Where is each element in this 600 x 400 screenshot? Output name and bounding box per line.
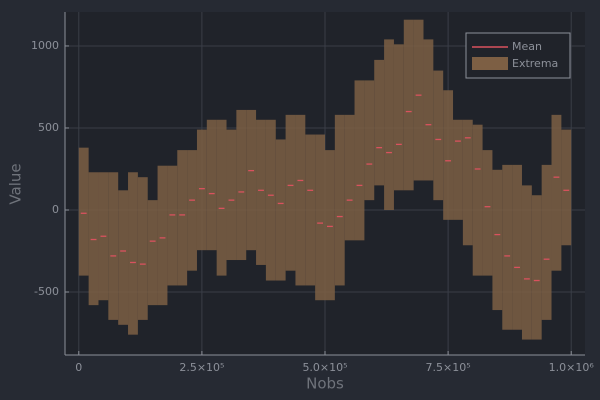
extrema-bar — [512, 164, 522, 330]
extrema-bar — [167, 165, 178, 286]
extrema-bar — [236, 109, 247, 261]
extrema-bar — [108, 172, 119, 320]
extrema-bar — [334, 114, 345, 286]
extrema-bar — [364, 80, 375, 201]
extrema-bar — [285, 114, 296, 271]
legend-label: Extrema — [512, 57, 558, 70]
extrema-bar — [226, 129, 237, 261]
extrema-bar — [482, 150, 493, 276]
x-tick-label: 2.5×10⁵ — [179, 361, 224, 374]
extrema-bar — [472, 124, 483, 276]
legend-box — [465, 32, 571, 79]
extrema-bar — [374, 59, 385, 186]
extrema-bar — [216, 119, 227, 276]
x-tick-label: 7.5×10⁵ — [426, 361, 471, 374]
y-tick-label: -500 — [34, 285, 59, 298]
extrema-bar — [88, 172, 99, 306]
x-axis-title: Nobs — [306, 375, 344, 393]
y-tick-label: 0 — [52, 203, 59, 216]
extrema-bar — [147, 200, 158, 306]
extrema-bar — [157, 165, 168, 306]
x-tick-label: 1.0×10⁶ — [549, 361, 595, 374]
extrema-bar — [196, 129, 207, 251]
extrema-bar — [118, 190, 129, 325]
x-tick-label: 0 — [75, 361, 82, 374]
extrema-bar — [78, 147, 89, 276]
extrema-bar — [423, 39, 434, 181]
extrema-bar — [462, 119, 473, 246]
extrema-bar — [315, 134, 325, 301]
extrema-bar — [502, 164, 513, 330]
legend-label: Mean — [512, 40, 542, 53]
y-tick-label: 500 — [38, 121, 59, 134]
extrema-bar — [453, 119, 463, 220]
extrema-bar — [265, 119, 276, 281]
extrema-bar — [433, 70, 444, 201]
extrema-bar — [492, 169, 503, 311]
extrema-bar — [128, 172, 138, 335]
extrema-bar — [256, 119, 266, 265]
extrema-bar — [384, 39, 394, 210]
y-tick-label: 1000 — [31, 39, 59, 52]
extrema-bar — [521, 185, 532, 340]
extrema-bar — [344, 114, 355, 241]
extrema-bar — [413, 19, 424, 181]
y-axis-title: Value — [7, 163, 25, 204]
extrema-bar — [246, 109, 257, 251]
legend-swatch — [472, 57, 508, 70]
extrema-bar — [531, 195, 542, 340]
x-tick-label: 5.0×10⁵ — [302, 361, 347, 374]
extrema-bar — [561, 129, 572, 246]
extrema-bar — [177, 150, 188, 286]
extrema-bar — [443, 90, 454, 220]
extrema-bar — [275, 139, 286, 281]
extrema-bar — [206, 119, 217, 251]
extrema-bar — [137, 177, 148, 320]
extrema-bar — [393, 44, 404, 191]
extrema-bar — [551, 114, 562, 271]
extrema-bar — [354, 80, 365, 241]
extrema-bar — [541, 164, 552, 320]
extrema-bar — [325, 150, 335, 301]
extrema-bar — [403, 19, 414, 191]
extrema-bar — [295, 114, 306, 286]
extrema-bar — [305, 134, 316, 286]
extrema-bar — [187, 150, 197, 271]
